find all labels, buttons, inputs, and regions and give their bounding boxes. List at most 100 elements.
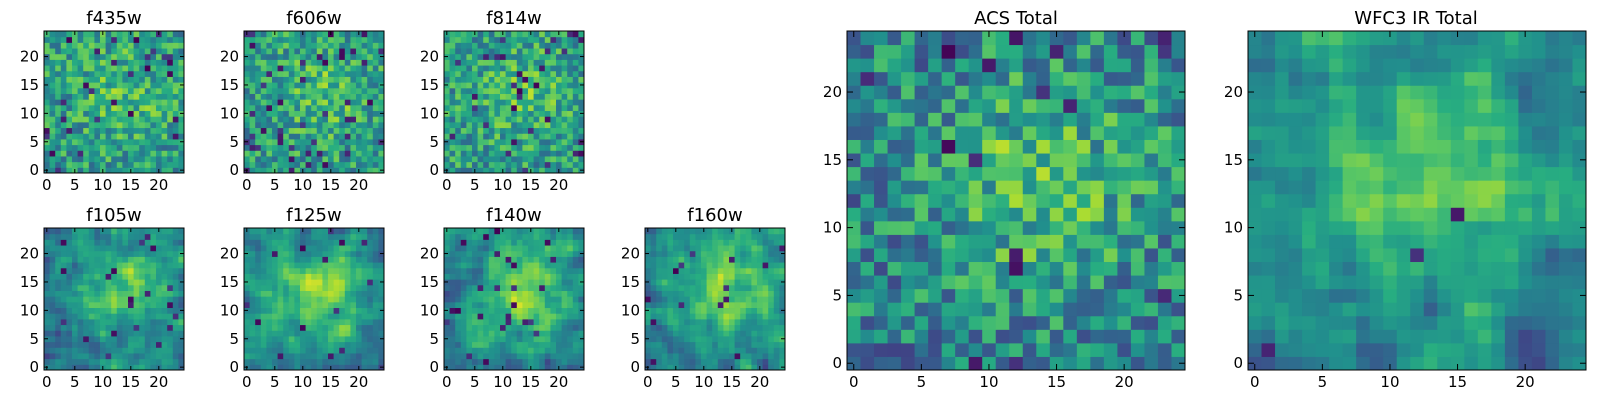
heatmap-cell	[350, 127, 357, 134]
heatmap-cell	[260, 324, 267, 331]
heatmap-cell	[316, 335, 323, 343]
heatmap-cell	[111, 233, 118, 240]
heatmap-cell	[94, 352, 101, 360]
heatmap-cell	[178, 318, 185, 326]
heatmap-cell	[161, 267, 168, 274]
heatmap-cell	[567, 104, 574, 112]
heatmap-cell	[572, 70, 579, 77]
heatmap-cell	[695, 347, 702, 354]
heatmap-cell	[249, 364, 256, 371]
heatmap-cell	[494, 59, 501, 66]
heatmap-cell	[561, 245, 568, 252]
heatmap-cell	[477, 93, 484, 100]
heatmap-cell	[77, 262, 84, 269]
heatmap-cell	[300, 290, 307, 297]
heatmap-cell	[550, 53, 557, 60]
heatmap-cell	[244, 133, 251, 140]
heatmap-cell	[1117, 261, 1132, 276]
heatmap-cell	[350, 245, 357, 252]
heatmap-cell	[356, 284, 363, 291]
heatmap-cell	[455, 65, 462, 72]
heatmap-cell	[734, 358, 741, 365]
heatmap-cell	[266, 167, 273, 174]
heatmap-cell	[847, 234, 862, 249]
heatmap-cell	[311, 256, 318, 263]
heatmap-cell	[695, 284, 702, 291]
heatmap-cell	[561, 76, 568, 83]
heatmap-cell	[133, 121, 140, 129]
heatmap-cell	[172, 318, 179, 326]
heatmap-cell	[488, 301, 495, 309]
heatmap-cell	[661, 347, 668, 354]
heatmap-cell	[283, 76, 290, 83]
heatmap-cell	[449, 352, 456, 360]
heatmap-cell	[100, 301, 107, 309]
heatmap-cell	[472, 250, 479, 257]
heatmap-cell	[773, 284, 780, 291]
heatmap-cell	[272, 307, 279, 314]
heatmap-cell	[133, 352, 140, 360]
heatmap-cells	[444, 31, 585, 174]
heatmap-cell	[444, 133, 451, 140]
heatmap-cell	[1157, 193, 1172, 208]
heatmap-cell	[995, 166, 1010, 181]
heatmap-cell	[483, 267, 490, 274]
heatmap-cell	[178, 284, 185, 291]
heatmap-cell	[762, 307, 769, 314]
heatmap-cell	[860, 220, 875, 235]
heatmap-cell	[344, 267, 351, 274]
heatmap-cell	[316, 273, 323, 280]
heatmap-cell	[378, 273, 385, 280]
heatmap-cell	[144, 59, 151, 66]
heatmap-cell	[150, 70, 157, 77]
heatmap-cell	[678, 228, 685, 235]
heatmap-cell	[494, 330, 501, 337]
heatmap-cell	[294, 70, 301, 77]
heatmap-cell	[122, 330, 129, 337]
heatmap-cell	[466, 341, 473, 348]
heatmap-cell	[1144, 302, 1159, 317]
heatmap-cell	[511, 110, 518, 117]
heatmap-cell	[72, 239, 79, 246]
heatmap-cell	[472, 313, 479, 320]
heatmap-cell	[556, 116, 563, 123]
heatmap-cell	[578, 330, 585, 337]
heatmap-cell	[294, 296, 301, 303]
heatmap-cell	[539, 48, 546, 55]
heatmap-cell	[511, 144, 518, 151]
heatmap-cell	[350, 36, 357, 43]
heatmap-cell	[255, 59, 262, 66]
heatmap-cell	[460, 155, 467, 163]
heatmap-cell	[729, 335, 736, 343]
heatmap-cell	[249, 87, 256, 94]
heatmap-cell	[161, 93, 168, 100]
heatmap-cell	[941, 247, 956, 263]
heatmap-cell	[111, 42, 118, 49]
heatmap-cell	[955, 207, 970, 222]
heatmap-cell	[244, 284, 251, 291]
heatmap-cell	[128, 330, 135, 337]
heatmap-cell	[378, 245, 385, 252]
heatmap-cell	[544, 31, 551, 38]
heatmap-cell	[172, 70, 179, 77]
heatmap-cell	[83, 228, 90, 235]
heatmap-cell	[294, 104, 301, 112]
heatmap-cell	[161, 53, 168, 60]
heatmap-cell	[272, 273, 279, 280]
heatmap-cell	[460, 121, 467, 129]
heatmap-cell	[144, 53, 151, 60]
y-tick-label: 20	[220, 48, 239, 66]
heatmap-cell	[472, 104, 479, 112]
heatmap-cell	[511, 133, 518, 140]
heatmap-cell	[539, 133, 546, 140]
heatmap-cell	[768, 307, 775, 314]
heatmap-cell	[172, 256, 179, 263]
heatmap-cell	[516, 330, 523, 337]
heatmap-cell	[272, 65, 279, 72]
heatmap-cell	[244, 313, 251, 320]
heatmap-cell	[249, 99, 256, 106]
heatmap-cell	[684, 228, 691, 235]
heatmap-cell	[60, 138, 67, 146]
